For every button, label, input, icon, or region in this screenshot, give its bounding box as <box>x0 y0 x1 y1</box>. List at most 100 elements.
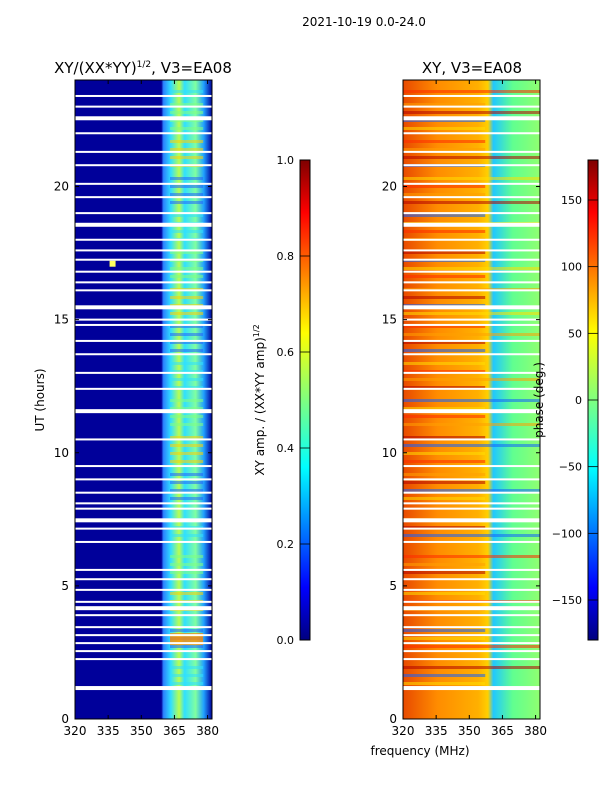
heatmap-gap <box>75 353 212 356</box>
heatmap-gap <box>75 626 212 629</box>
heatmap-texture-row <box>403 341 486 344</box>
heatmap-texture-row <box>170 193 204 196</box>
heatmap-gap <box>403 387 540 390</box>
heatmap-gap <box>75 578 212 581</box>
heatmap-texture-row <box>403 90 540 93</box>
heatmap-gap <box>75 438 212 441</box>
heatmap-texture-row <box>403 423 540 426</box>
heatmap-gap <box>403 502 540 505</box>
y-tick-label: 20 <box>382 180 397 194</box>
heatmap-texture-row <box>403 637 486 640</box>
heatmap-gap <box>75 182 212 185</box>
y-tick-label: 5 <box>61 579 69 593</box>
heatmap-texture-row <box>403 111 540 114</box>
heatmap-gap <box>75 465 212 468</box>
heatmap-gap <box>403 540 540 543</box>
heatmap-gap <box>403 132 540 135</box>
heatmap-texture-row <box>403 148 486 151</box>
heatmap-gap <box>403 650 540 653</box>
heatmap-texture-row <box>170 497 204 500</box>
colorbar-tick-label: −150 <box>552 594 582 607</box>
colorbar-tick-label: −50 <box>559 461 582 474</box>
heatmap-texture-row <box>170 140 204 143</box>
heatmap-gap <box>75 658 212 661</box>
heatmap-gap <box>403 626 540 629</box>
phase-frame <box>402 79 541 720</box>
heatmap-gap <box>403 238 540 241</box>
heatmap-gap <box>403 196 540 199</box>
heatmap-gap <box>75 507 212 510</box>
heatmap-gap <box>403 258 540 261</box>
heatmap-texture-row <box>403 563 486 566</box>
heatmap-texture-row <box>403 534 540 537</box>
heatmap-texture-row <box>403 177 540 180</box>
heatmap-gap <box>75 238 212 241</box>
heatmap-texture-row <box>403 481 486 484</box>
heatmap-texture-row <box>170 127 204 130</box>
heatmap-gap <box>403 182 540 185</box>
heatmap-texture-row <box>403 296 486 299</box>
heatmap-texture-row <box>403 526 486 529</box>
heatmap-texture-row <box>403 399 540 402</box>
colorbar-tick-label: 0.0 <box>277 634 295 647</box>
colorbar-tick-label: 150 <box>561 194 582 207</box>
heatmap-gap <box>75 686 212 691</box>
heatmap-gap <box>75 270 212 273</box>
colorbar-tick-label: 0.8 <box>277 250 295 263</box>
heatmap-texture-row <box>170 555 204 558</box>
phase-title: XY, V3=EA08 <box>422 59 522 77</box>
amplitude-frame <box>74 79 213 720</box>
heatmap-gap <box>403 318 540 321</box>
heatmap-texture-row <box>170 362 204 365</box>
heatmap-texture-row <box>403 103 486 106</box>
heatmap-gap <box>403 568 540 571</box>
heatmap-gap <box>403 600 540 603</box>
y-tick-label: 0 <box>389 712 397 726</box>
colorbar-tick-label: 1.0 <box>277 154 295 167</box>
heatmap-gap <box>403 686 540 691</box>
heatmap-texture-row <box>403 275 486 278</box>
heatmap-texture-row <box>170 444 204 447</box>
heatmap-gap <box>75 600 212 603</box>
heatmap-texture-row <box>403 119 486 122</box>
heatmap-texture-row <box>170 341 204 344</box>
heatmap-texture-row <box>403 386 486 389</box>
heatmap-texture-row <box>403 201 540 204</box>
heatmap-gap <box>75 491 212 494</box>
heatmap-texture-row <box>170 267 204 270</box>
heatmap-gap <box>75 323 212 326</box>
heatmap-gap <box>403 527 540 530</box>
heatmap-gap <box>403 465 540 468</box>
heatmap-texture-row <box>170 407 204 410</box>
heatmap-gap <box>75 502 212 505</box>
heatmap-texture-row <box>403 415 486 418</box>
heatmap-gap <box>403 339 540 342</box>
heatmap-gap <box>403 222 540 227</box>
heatmap-gap <box>403 270 540 273</box>
heatmap-gap <box>75 116 212 121</box>
heatmap-texture-row <box>170 592 204 595</box>
heatmap-texture-row <box>403 214 486 217</box>
x-tick-label: 320 <box>392 724 415 738</box>
heatmap-gap <box>403 371 540 374</box>
heatmap-texture-row <box>403 127 486 130</box>
heatmap-gap <box>75 339 212 342</box>
heatmap-gap <box>75 478 212 481</box>
heatmap-texture-row <box>403 555 540 558</box>
heatmap-gap <box>403 658 540 661</box>
heatmap-texture-row <box>403 489 540 492</box>
heatmap-texture-row <box>170 645 204 648</box>
heatmap-gap <box>75 196 212 199</box>
y-axis-label: UT (hours) <box>33 368 47 431</box>
heatmap-gap <box>403 478 540 481</box>
heatmap-gap <box>403 606 540 611</box>
heatmap-texture-row <box>170 177 204 180</box>
x-tick-label: 350 <box>130 724 153 738</box>
heatmap-texture-row <box>403 325 486 328</box>
heatmap-gap <box>75 305 212 310</box>
heatmap-gap <box>403 164 540 167</box>
heatmap-texture-row <box>403 407 486 410</box>
heatmap-texture-row <box>403 193 486 196</box>
colorbar-tick-label: 0.4 <box>277 442 295 455</box>
y-tick-label: 20 <box>54 180 69 194</box>
